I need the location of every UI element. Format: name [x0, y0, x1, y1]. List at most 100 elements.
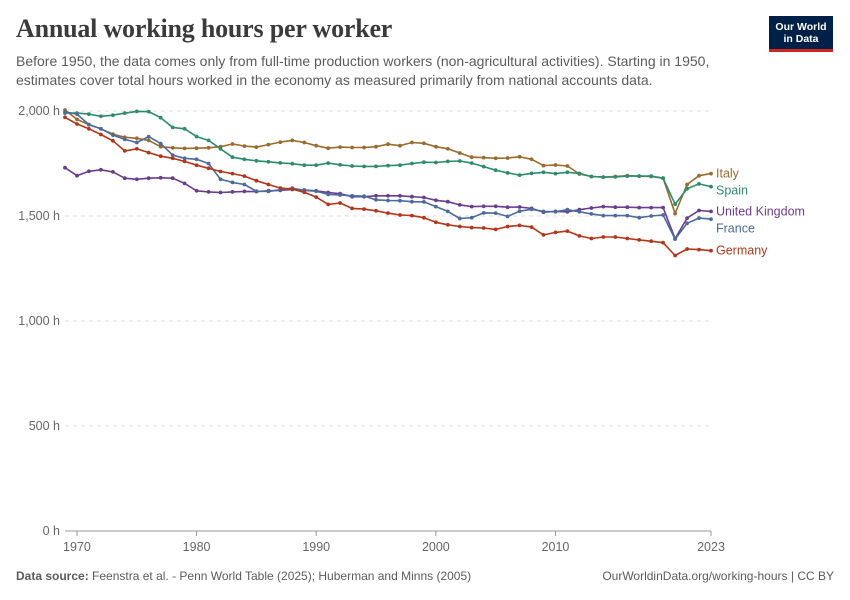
data-point — [685, 221, 689, 226]
data-point — [170, 125, 175, 130]
x-tick-label: 1970 — [63, 540, 91, 554]
data-point — [577, 209, 582, 214]
data-point — [230, 142, 235, 146]
data-point — [697, 182, 701, 186]
data-point — [338, 201, 342, 205]
data-point — [386, 193, 390, 198]
data-point — [386, 163, 390, 168]
data-point — [709, 184, 713, 189]
data-point — [673, 253, 677, 258]
data-point — [541, 233, 546, 237]
data-point — [194, 188, 199, 193]
data-point — [457, 159, 462, 163]
series-line-germany — [64, 116, 712, 257]
data-point — [541, 209, 546, 214]
x-tick-label: 2023 — [697, 540, 725, 554]
owid-link[interactable]: OurWorldinData.org/working-hours — [602, 569, 788, 583]
data-point — [434, 220, 438, 225]
data-point — [374, 197, 378, 202]
data-point — [649, 205, 654, 210]
data-point — [266, 189, 271, 194]
data-point — [637, 174, 642, 179]
data-point — [75, 122, 79, 126]
data-point — [158, 154, 163, 159]
data-point — [577, 234, 582, 238]
data-point — [457, 151, 462, 155]
series-label: Spain — [716, 184, 748, 198]
data-point — [87, 122, 91, 127]
data-point — [314, 143, 319, 148]
data-point — [625, 174, 630, 179]
data-point — [338, 162, 342, 167]
data-point — [326, 192, 331, 197]
data-point — [553, 209, 558, 214]
data-point — [613, 213, 618, 218]
data-point — [170, 156, 175, 161]
data-point — [111, 170, 115, 174]
data-point — [326, 161, 331, 166]
data-point — [505, 224, 510, 229]
data-point — [422, 200, 426, 204]
data-point — [505, 171, 510, 175]
data-point — [386, 198, 390, 203]
data-point — [589, 236, 594, 241]
data-point — [386, 142, 390, 147]
data-point — [469, 161, 474, 166]
data-point — [529, 157, 534, 162]
x-tick-label: 1990 — [302, 540, 330, 554]
data-point — [326, 202, 331, 207]
data-point — [697, 247, 701, 252]
data-point — [278, 161, 283, 165]
data-point — [362, 194, 366, 199]
data-point — [493, 227, 498, 232]
data-point — [338, 145, 342, 150]
data-point — [529, 207, 534, 212]
data-point — [422, 141, 426, 146]
data-point — [445, 209, 450, 214]
data-point — [314, 189, 319, 194]
data-point — [469, 215, 474, 220]
data-point — [481, 164, 486, 169]
data-point — [362, 207, 366, 212]
data-point — [637, 205, 642, 210]
data-point — [517, 205, 522, 209]
x-tick-label: 2000 — [422, 540, 450, 554]
data-point — [374, 208, 378, 213]
series-line-spain — [65, 110, 712, 205]
data-point — [541, 163, 546, 168]
data-point — [230, 190, 235, 194]
data-point — [374, 193, 378, 198]
owid-logo[interactable]: Our World in Data — [769, 16, 833, 52]
data-point — [410, 213, 414, 218]
data-point — [87, 126, 91, 131]
series-label: Germany — [716, 244, 768, 258]
data-point — [565, 164, 570, 168]
data-point — [278, 186, 283, 191]
data-point — [314, 163, 319, 168]
data-point — [685, 216, 689, 221]
data-point — [481, 226, 486, 230]
data-point — [661, 213, 665, 217]
data-point — [661, 205, 665, 210]
data-point — [565, 207, 570, 212]
footer-link: OurWorldinData.org/working-hours | CC BY — [602, 569, 834, 583]
data-point — [457, 224, 462, 229]
data-point — [242, 157, 247, 162]
data-point — [553, 163, 558, 167]
data-point — [481, 155, 486, 160]
data-point — [434, 198, 438, 203]
data-point — [481, 204, 486, 209]
data-point — [206, 138, 211, 143]
data-point — [134, 109, 139, 114]
data-point — [625, 205, 630, 210]
data-point — [493, 211, 498, 216]
data-point — [111, 133, 115, 138]
data-point — [254, 158, 259, 163]
data-point — [182, 126, 187, 131]
data-point — [134, 140, 139, 145]
data-point — [673, 202, 677, 207]
data-point — [553, 171, 558, 176]
data-point — [493, 156, 498, 161]
series-label: France — [716, 221, 755, 235]
